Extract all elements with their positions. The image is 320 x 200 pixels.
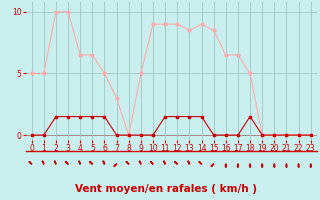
Text: Vent moyen/en rafales ( km/h ): Vent moyen/en rafales ( km/h ) <box>76 184 257 194</box>
